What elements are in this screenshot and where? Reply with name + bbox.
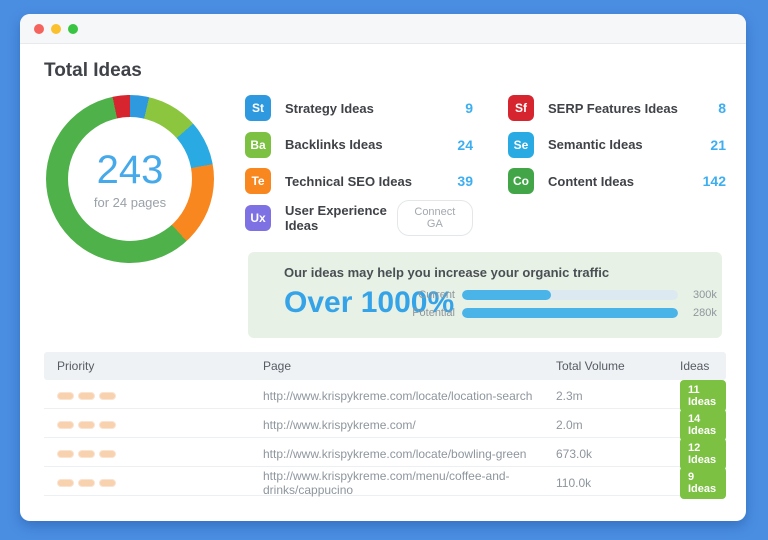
idea-categories-column-right: Sf SERP Features Ideas 8 Se Semantic Ideas 21…	[508, 95, 726, 194]
pages-table: Priority Page Total Volume Ideas http://www…	[44, 352, 726, 499]
total-ideas-value: 243	[96, 147, 164, 192]
page-content: Total Ideas 243 for 24 pages St Strategy …	[20, 45, 746, 521]
minimize-window-icon[interactable]	[51, 23, 61, 34]
idea-category-row: Te Technical SEO Ideas 39	[245, 168, 473, 194]
table-row: http://www.krispykreme.com/locate/locati…	[44, 380, 726, 412]
traffic-bar-value: 280k	[693, 307, 717, 319]
table-column-header[interactable]: Total Volume	[556, 359, 625, 373]
priority-pill-icon	[57, 392, 74, 400]
page-url-link[interactable]: http://www.krispykreme.com/locate/locati…	[263, 389, 533, 403]
priority-pill-icon	[99, 421, 116, 429]
category-count[interactable]: 9	[465, 100, 473, 116]
window-titlebar	[20, 14, 746, 44]
total-volume-value: 2.3m	[556, 389, 583, 403]
category-badge-icon: St	[245, 95, 271, 121]
table-column-header[interactable]: Priority	[57, 359, 95, 373]
ideas-cell: 12 Ideas	[680, 438, 726, 470]
idea-category-row: Ba Backlinks Ideas 24	[245, 131, 473, 158]
priority-pill-icon	[99, 392, 116, 400]
ideas-count-badge[interactable]: 12 Ideas	[680, 438, 726, 470]
priority-pill-icon	[78, 450, 95, 458]
traffic-bar-row: Current 300k	[355, 289, 717, 301]
category-count[interactable]: 39	[457, 173, 473, 189]
traffic-bar-fill	[462, 290, 551, 300]
table-row: http://www.krispykreme.com/menu/coffee-a…	[44, 467, 726, 499]
table-body: http://www.krispykreme.com/locate/locati…	[44, 380, 726, 499]
total-ideas-subtitle: for 24 pages	[93, 194, 167, 210]
priority-pill-icon	[99, 450, 116, 458]
idea-category-row: Se Semantic Ideas 21	[508, 131, 726, 158]
traffic-bar-track	[462, 290, 678, 300]
page-title: Total Ideas	[44, 60, 142, 81]
traffic-bar-label: Potential	[412, 307, 455, 319]
category-badge-icon: Te	[245, 168, 271, 194]
priority-pill-icon	[78, 392, 95, 400]
priority-pill-icon	[57, 479, 74, 487]
category-count[interactable]: 21	[710, 136, 726, 153]
maximize-window-icon[interactable]	[68, 23, 78, 34]
table-header-row: Priority Page Total Volume Ideas	[44, 352, 726, 380]
table-row: http://www.krispykreme.com/2.0m 14 Ideas	[44, 409, 726, 441]
priority-indicator	[57, 421, 263, 429]
total-volume-value: 2.0m	[556, 418, 583, 432]
priority-pill-icon	[57, 421, 74, 429]
category-label: User Experience Ideas	[285, 202, 387, 233]
organic-traffic-panel: Our ideas may help you increase your org…	[248, 252, 722, 338]
total-ideas-donut-chart: 243 for 24 pages	[46, 95, 214, 263]
idea-category-row: St Strategy Ideas 9	[245, 95, 473, 121]
ideas-cell: 9 Ideas	[680, 467, 726, 499]
category-label: Technical SEO Ideas	[285, 173, 412, 189]
priority-pill-icon	[57, 450, 74, 458]
traffic-bar-track	[462, 308, 678, 318]
category-badge-icon: Ux	[245, 204, 271, 231]
category-badge-icon: Ba	[245, 131, 271, 158]
traffic-panel-heading: Our ideas may help you increase your org…	[284, 265, 610, 280]
category-label: Semantic Ideas	[548, 137, 643, 152]
priority-indicator	[57, 479, 263, 487]
ideas-count-badge[interactable]: 9 Ideas	[680, 467, 726, 499]
table-column-header[interactable]: Ideas	[680, 359, 710, 373]
traffic-bar-row: Potential 280k	[355, 307, 717, 319]
ideas-cell: 14 Ideas	[680, 409, 726, 441]
close-window-icon[interactable]	[34, 23, 44, 34]
donut-center: 243 for 24 pages	[68, 117, 192, 241]
page-url-link[interactable]: http://www.krispykreme.com/locate/bowlin…	[263, 447, 527, 461]
category-label: Content Ideas	[548, 173, 634, 189]
table-row: http://www.krispykreme.com/locate/bowlin…	[44, 438, 726, 470]
priority-pill-icon	[99, 479, 116, 487]
traffic-bar-label: Current	[418, 289, 455, 301]
table-column-header[interactable]: Page	[263, 359, 292, 373]
total-volume-value: 673.0k	[556, 447, 593, 461]
category-count[interactable]: 142	[702, 173, 726, 189]
connect-ga-button[interactable]: Connect GA	[396, 199, 473, 236]
category-label: SERP Features Ideas	[548, 100, 678, 116]
priority-indicator	[57, 450, 263, 458]
priority-pill-icon	[78, 421, 95, 429]
total-volume-value: 110.0k	[556, 476, 592, 490]
browser-window: Total Ideas 243 for 24 pages St Strategy …	[20, 14, 746, 521]
idea-category-row: Ux User Experience Ideas Connect GA	[245, 199, 473, 236]
category-badge-icon: Se	[508, 131, 534, 158]
category-badge-icon: Sf	[508, 95, 534, 121]
page-url-link[interactable]: http://www.krispykreme.com/menu/coffee-a…	[263, 469, 510, 497]
idea-category-row: Sf SERP Features Ideas 8	[508, 95, 726, 121]
page-url-link[interactable]: http://www.krispykreme.com/	[263, 418, 416, 432]
category-count[interactable]: 24	[457, 136, 473, 153]
category-label: Backlinks Ideas	[285, 137, 383, 152]
ideas-count-badge[interactable]: 14 Ideas	[680, 409, 726, 441]
category-label: Strategy Ideas	[285, 100, 374, 116]
idea-category-row: Co Content Ideas 142	[508, 168, 726, 194]
ideas-count-badge[interactable]: 11 Ideas	[680, 380, 726, 412]
priority-indicator	[57, 392, 263, 400]
traffic-bar-fill	[462, 308, 678, 318]
ideas-cell: 11 Ideas	[680, 380, 726, 412]
category-badge-icon: Co	[508, 168, 534, 194]
traffic-increase-value: Over 1000%	[284, 286, 455, 319]
category-count[interactable]: 8	[718, 100, 726, 116]
traffic-bars: Current 300k Potential 280k	[355, 289, 717, 319]
priority-pill-icon	[78, 479, 95, 487]
traffic-bar-value: 300k	[693, 289, 717, 301]
idea-categories-column-left: St Strategy Ideas 9 Ba Backlinks Ideas 24 Te Te…	[245, 95, 473, 236]
